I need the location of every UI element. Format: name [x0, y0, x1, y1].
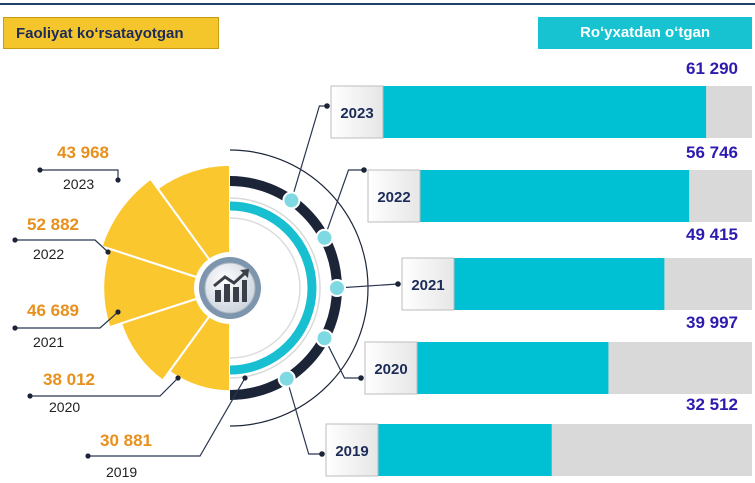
bar-2021	[454, 258, 665, 310]
label-connector-end-dot	[175, 375, 181, 381]
outer-thin-ring	[229, 149, 369, 427]
active-year-label: 2020	[49, 399, 80, 415]
active-year-label: 2019	[106, 464, 137, 480]
label-connector-end-dot	[105, 249, 111, 255]
icon-trend-line	[213, 271, 247, 288]
top-rule	[0, 3, 755, 5]
bar-value-label: 61 290	[686, 59, 738, 78]
bar-year-label: 2020	[374, 361, 407, 378]
year-box-2022	[367, 169, 421, 223]
label-connector-start-dot	[85, 453, 91, 459]
active-value-label: 52 882	[27, 215, 79, 234]
icon-bar-2	[224, 284, 230, 302]
bar-2022	[420, 170, 690, 222]
bar-2023	[383, 86, 707, 138]
connector-lines	[277, 103, 401, 457]
year-box-2020	[364, 341, 418, 395]
connector-2022	[323, 169, 364, 239]
bar-year-label: 2019	[335, 443, 368, 460]
registered-bars: 2023 61 290 2022 56 746 2021 49 415 2020 39 997…	[325, 59, 752, 477]
label-connector-start-dot	[37, 167, 43, 173]
ring-dot-2022	[315, 228, 334, 247]
label-connector	[88, 377, 246, 457]
active-year-label: 2022	[33, 246, 64, 262]
center-icon	[194, 252, 266, 324]
year-box-2019	[325, 423, 379, 477]
cyan-ring	[229, 201, 317, 375]
ring-dot-2020	[315, 329, 334, 348]
bar-value-label: 49 415	[686, 225, 738, 244]
ring-dot-2021	[328, 279, 346, 297]
active-value-label: 38 012	[43, 370, 95, 389]
inner-grey-ring	[229, 217, 301, 359]
connector-2021	[336, 283, 399, 289]
connector-end-dot	[358, 375, 364, 381]
label-connector-end-dot	[242, 375, 248, 381]
year-box-2023	[330, 85, 384, 139]
icon-arrow-head	[240, 269, 249, 278]
bar-value-label: 56 746	[686, 143, 738, 162]
active-header-label: Faoliyat koʻrsatayotgan	[3, 17, 219, 49]
registered-header-label: Roʻyxatdan oʻtgan	[538, 17, 752, 49]
connector-2023	[290, 105, 327, 201]
active-value-label: 30 881	[100, 431, 152, 450]
left-value-labels: 43 968 2023 52 882 2022 46 689 2021 38 012 2020…	[12, 143, 248, 480]
active-year-label: 2021	[33, 334, 64, 350]
grey-ring	[229, 197, 321, 379]
bar-value-label: 32 512	[686, 395, 738, 414]
label-connector	[30, 377, 179, 397]
bar-2019	[378, 424, 552, 476]
active-year-label: 2023	[63, 176, 94, 192]
bar-year-label: 2021	[411, 277, 444, 294]
sector-2022	[100, 177, 233, 290]
label-connector-end-dot	[115, 177, 121, 183]
connector-2020	[323, 337, 361, 379]
icon-bar-3	[233, 287, 239, 302]
bar-2020	[417, 342, 609, 394]
icon-bar-1	[215, 290, 221, 302]
icon-bar-4	[242, 280, 247, 302]
ring-dot-2023	[282, 191, 301, 210]
connector-end-dot	[324, 103, 330, 109]
label-connector-start-dot	[27, 393, 33, 399]
connector-end-dot	[319, 451, 325, 457]
active-value-label: 43 968	[57, 143, 109, 162]
year-box-2021	[401, 257, 455, 311]
connector-end-dot	[361, 167, 367, 173]
label-connector-start-dot	[12, 237, 18, 243]
connector-end-dot	[395, 281, 401, 287]
label-connector	[15, 239, 109, 253]
active-value-label: 46 689	[27, 301, 79, 320]
label-connector-start-dot	[12, 325, 18, 331]
polar-area-sectors	[100, 163, 234, 393]
ring-dot-2019	[277, 369, 296, 388]
bar-value-label: 39 997	[686, 313, 738, 332]
label-connector	[40, 169, 119, 180]
connector-2019	[286, 378, 322, 455]
label-connector-end-dot	[115, 309, 121, 315]
bar-year-label: 2023	[340, 105, 373, 122]
bar-year-label: 2022	[377, 189, 410, 206]
label-connector	[15, 311, 119, 329]
